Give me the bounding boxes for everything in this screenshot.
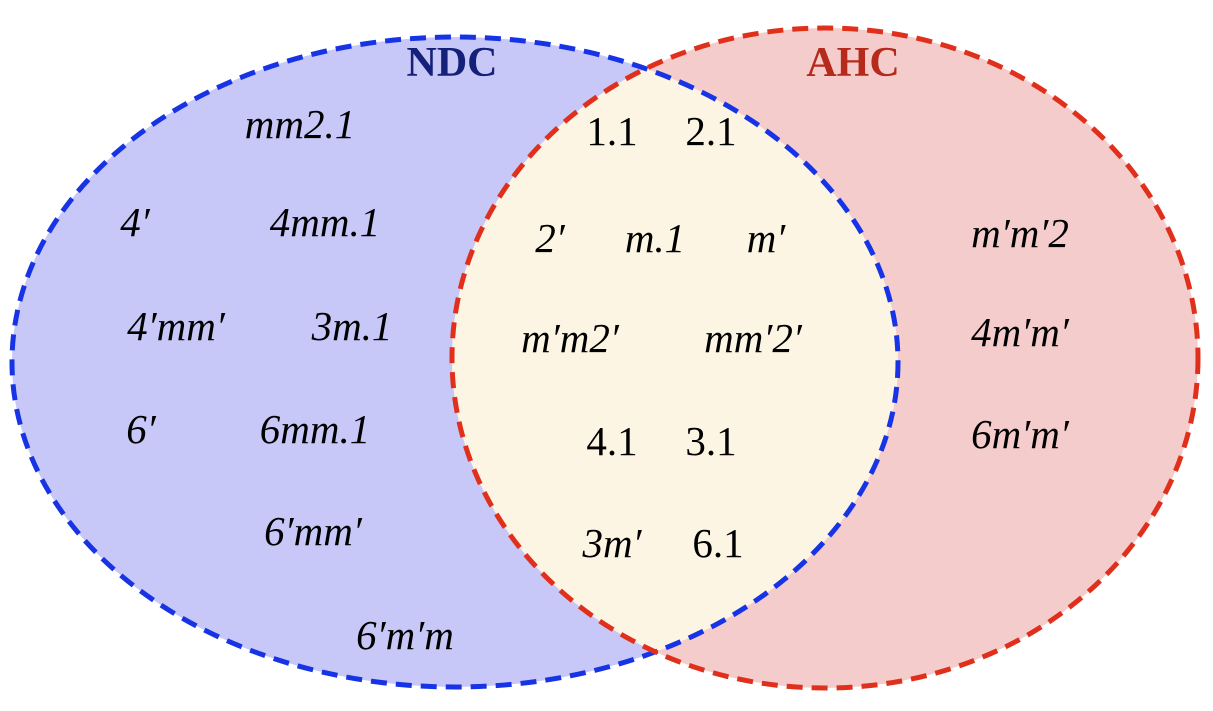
shared-item: 6.1 — [692, 520, 743, 566]
shared-item: 4.1 — [586, 418, 637, 464]
shared-item: mm′2′ — [704, 315, 803, 361]
ahc-set-boundary — [449, 25, 1201, 691]
shared-item: 3.1 — [685, 418, 736, 464]
shared-item: 3m′ — [581, 520, 642, 566]
ahc-set-title: AHC — [806, 40, 899, 86]
ahc-item: m′m′2 — [971, 210, 1069, 256]
ahc-item: 6m′m′ — [971, 411, 1070, 457]
ndc-item: 4mm.1 — [270, 199, 380, 245]
shared-item: m′ — [747, 215, 787, 261]
ndc-item: 6′ — [126, 406, 157, 452]
overlap-region-fill — [452, 37, 898, 687]
shared-item: m′m2′ — [521, 315, 620, 361]
ndc-item: 4′ — [120, 199, 151, 245]
shared-item: 1.1 — [586, 108, 637, 154]
shared-item: 2.1 — [685, 108, 736, 154]
shared-item: 2′ — [535, 215, 566, 261]
ndc-item: mm2.1 — [245, 101, 355, 147]
ndc-item: 3m.1 — [311, 303, 393, 349]
ndc-set-boundary — [9, 34, 901, 690]
ahc-item: 4m′m′ — [971, 309, 1070, 355]
ndc-item: 4′mm′ — [127, 303, 226, 349]
ndc-item: 6′m′m — [356, 612, 454, 658]
ndc-item: 6′mm′ — [264, 508, 363, 554]
ndc-set-title: NDC — [407, 40, 498, 86]
ndc-item: 6mm.1 — [260, 406, 370, 452]
shared-item: m.1 — [625, 215, 685, 261]
